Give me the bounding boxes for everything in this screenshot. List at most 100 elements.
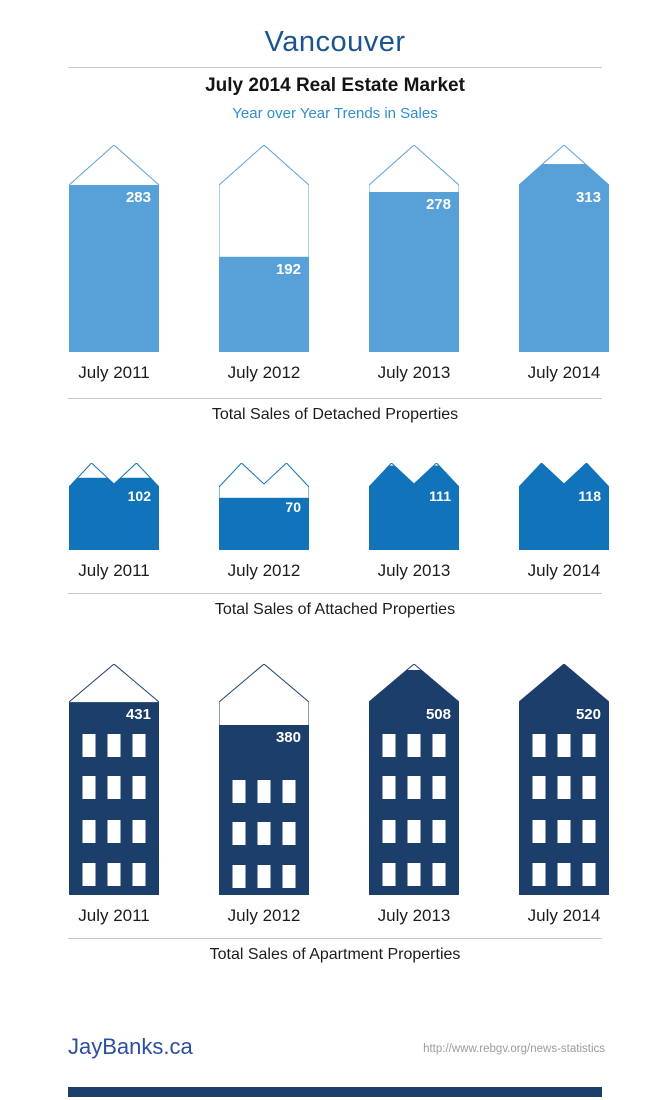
fill-level bbox=[519, 164, 609, 352]
window-icon bbox=[232, 865, 246, 888]
section-divider bbox=[68, 593, 602, 594]
window-icon bbox=[557, 820, 571, 843]
window-icon bbox=[432, 776, 446, 799]
header-divider bbox=[68, 67, 602, 68]
section-divider bbox=[68, 938, 602, 939]
window-icon bbox=[82, 863, 96, 886]
window-icon bbox=[382, 863, 396, 886]
value-label: 431 bbox=[126, 706, 151, 723]
window-icon bbox=[432, 734, 446, 757]
apartment-icon: 380 bbox=[218, 663, 310, 896]
value-label: 380 bbox=[276, 729, 301, 746]
window-icon bbox=[432, 863, 446, 886]
window-icon bbox=[407, 734, 421, 757]
window-icon bbox=[382, 776, 396, 799]
window-icon bbox=[257, 865, 271, 888]
section-title-detached: Total Sales of Detached Properties bbox=[211, 406, 459, 423]
brand-logo-text: JayBanks.ca bbox=[68, 1034, 193, 1059]
fill-level bbox=[219, 497, 309, 550]
townhouse-icon: 118 bbox=[518, 462, 610, 551]
window-icon bbox=[532, 734, 546, 757]
townhouse-figure-cell: 111 July 2013 bbox=[368, 462, 460, 581]
window-icon bbox=[532, 776, 546, 799]
fill-level bbox=[369, 465, 459, 550]
window-icon bbox=[557, 734, 571, 757]
window-icon bbox=[132, 776, 146, 799]
house-figure-cell: 283 July 2011 bbox=[68, 144, 160, 383]
house-icon: 278 bbox=[368, 144, 460, 353]
year-label: July 2012 bbox=[227, 906, 301, 925]
year-label: July 2014 bbox=[527, 906, 601, 925]
year-label: July 2012 bbox=[227, 363, 301, 382]
page-title: July 2014 Real Estate Market bbox=[205, 75, 465, 96]
window-icon bbox=[432, 820, 446, 843]
window-icon bbox=[282, 822, 296, 845]
house-figure-cell: 313 July 2014 bbox=[518, 144, 610, 383]
year-label: July 2013 bbox=[377, 561, 451, 580]
window-icon bbox=[107, 863, 121, 886]
window-icon bbox=[382, 820, 396, 843]
apartment-figure-cell: 431 July 2011 bbox=[68, 663, 160, 926]
window-icon bbox=[257, 822, 271, 845]
apartment-figure-cell: 520 July 2014 bbox=[518, 663, 610, 926]
section-divider bbox=[68, 398, 602, 399]
window-icon bbox=[282, 865, 296, 888]
year-label: July 2014 bbox=[527, 561, 601, 580]
value-label: 508 bbox=[426, 706, 451, 723]
apartment-icon: 431 bbox=[68, 663, 160, 896]
value-label: 111 bbox=[429, 488, 451, 504]
value-label: 102 bbox=[128, 488, 152, 504]
fill-level bbox=[69, 477, 159, 550]
value-label: 520 bbox=[576, 706, 601, 723]
year-label: July 2013 bbox=[377, 906, 451, 925]
house-figure-cell: 192 July 2012 bbox=[218, 144, 310, 383]
fill-level bbox=[69, 184, 159, 352]
window-icon bbox=[582, 863, 596, 886]
value-label: 118 bbox=[578, 488, 601, 504]
window-icon bbox=[382, 734, 396, 757]
apartment-icon: 520 bbox=[518, 663, 610, 896]
page-subtitle: Year over Year Trends in Sales bbox=[232, 105, 438, 122]
year-label: July 2014 bbox=[527, 363, 601, 382]
house-icon: 313 bbox=[518, 144, 610, 353]
window-icon bbox=[532, 820, 546, 843]
window-icon bbox=[282, 780, 296, 803]
window-icon bbox=[232, 780, 246, 803]
townhouse-figure-cell: 118 July 2014 bbox=[518, 462, 610, 581]
value-label: 283 bbox=[126, 189, 151, 206]
detached-properties-row: 283 July 2011 192 July 2012 278 July 2013 313 J… bbox=[68, 144, 610, 405]
value-label: 313 bbox=[576, 189, 601, 206]
house-icon: 283 bbox=[68, 144, 160, 353]
value-label: 192 bbox=[276, 261, 301, 278]
year-label: July 2011 bbox=[78, 561, 150, 580]
window-icon bbox=[132, 863, 146, 886]
value-label: 70 bbox=[285, 499, 301, 515]
section-title-attached: Total Sales of Attached Properties bbox=[214, 601, 456, 618]
window-icon bbox=[132, 734, 146, 757]
fill-level bbox=[369, 191, 459, 352]
window-icon bbox=[107, 734, 121, 757]
footer-bar bbox=[68, 1087, 602, 1097]
window-icon bbox=[582, 734, 596, 757]
fill-level bbox=[219, 256, 309, 352]
house-icon: 192 bbox=[218, 144, 310, 353]
window-icon bbox=[407, 776, 421, 799]
window-icon bbox=[82, 734, 96, 757]
window-icon bbox=[82, 776, 96, 799]
window-icon bbox=[582, 820, 596, 843]
house-figure-cell: 278 July 2013 bbox=[368, 144, 460, 383]
value-label: 278 bbox=[426, 196, 451, 213]
window-icon bbox=[132, 820, 146, 843]
year-label: July 2011 bbox=[78, 363, 150, 382]
fill-level bbox=[519, 463, 609, 550]
year-label: July 2012 bbox=[227, 561, 301, 580]
window-icon bbox=[232, 822, 246, 845]
year-label: July 2011 bbox=[78, 906, 150, 925]
city-title: Vancouver bbox=[264, 26, 406, 58]
window-icon bbox=[407, 820, 421, 843]
window-icon bbox=[407, 863, 421, 886]
townhouse-icon: 102 bbox=[68, 462, 160, 551]
townhouse-figure-cell: 70 July 2012 bbox=[218, 462, 310, 581]
apartment-figure-cell: 380 July 2012 bbox=[218, 663, 310, 926]
